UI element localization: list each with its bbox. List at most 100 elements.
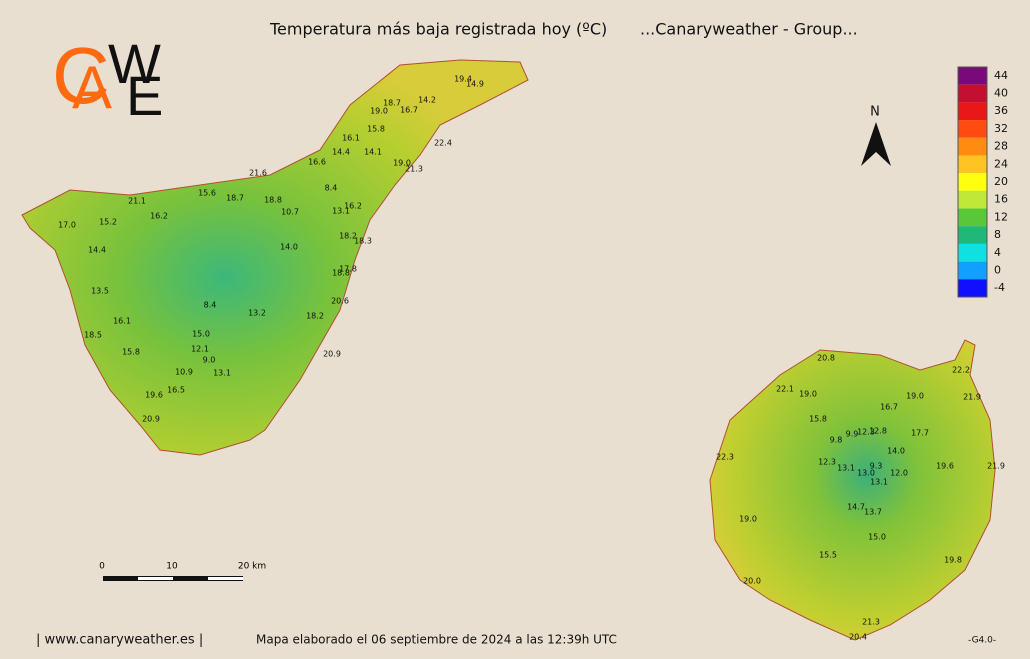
station-value: 18.2 [306,312,324,321]
station-value: 16.1 [342,134,360,143]
station-value: 17.7 [911,429,929,438]
station-value: 15.8 [809,415,827,424]
station-value: 14.0 [887,447,905,456]
scale-bar [208,577,243,580]
station-value: 12.1 [191,345,209,354]
station-value: 13.2 [248,309,266,318]
legend-swatch [958,120,987,138]
station-value: 13.1 [213,369,231,378]
subtitle: ...Canaryweather - Group... [640,20,858,39]
tenerife [21,59,529,456]
station-value: 14.4 [332,148,350,157]
station-value: 18.7 [383,99,401,108]
station-value: 21.1 [128,197,146,206]
logo-letter: W [108,32,161,95]
legend-swatch [958,137,987,156]
station-value: 20.0 [743,577,761,586]
station-value: 9.9 [846,430,859,439]
station-value: 21.6 [249,169,267,178]
gran-canaria [709,339,996,641]
station-value: 22.1 [776,385,794,394]
station-value: 19.0 [739,515,757,524]
station-value: 10.9 [175,368,193,377]
station-value: 19.0 [799,390,817,399]
station-value: 12.3 [818,458,836,467]
station-value: 21.3 [405,165,423,174]
station-value: 14.7 [847,503,865,512]
station-value: 14.0 [280,243,298,252]
station-value: 22.4 [434,139,452,148]
legend-swatch [958,208,987,227]
station-value: 10.7 [281,208,299,217]
station-value: 18.3 [354,237,372,246]
station-value: 14.1 [364,148,382,157]
legend-swatch [958,279,987,297]
station-value: 16.2 [150,212,168,221]
station-value: 21.9 [987,462,1005,471]
station-value: 17.0 [58,221,76,230]
station-value: 19.6 [936,462,954,471]
footer-site: | www.canaryweather.es | [36,633,203,648]
logo: C A W E [52,31,163,127]
station-value: 13.1 [837,464,855,473]
north-label: N [870,105,880,120]
north-arrow [861,122,891,166]
station-value: 17.8 [339,265,357,274]
station-value: 8.4 [325,184,338,193]
station-value: 15.0 [868,533,886,542]
station-value: 19.0 [370,107,388,116]
station-value: 20.6 [331,297,349,306]
legend-label: 4 [994,246,1001,259]
legend-swatch [958,84,987,103]
station-value: 12.0 [890,469,908,478]
station-value: 19.0 [906,392,924,401]
legend-swatch [958,243,987,262]
station-value: 8.4 [204,301,217,310]
station-value: 18.2 [339,232,357,241]
legend-label: 36 [994,104,1008,117]
station-value: 16.2 [344,202,362,211]
scale-label: 0 [99,562,105,572]
logo-letter: C [52,31,110,120]
title: Temperatura más baja registrada hoy (ºC) [269,20,607,39]
station-value: 13.5 [91,287,109,296]
station-value: 14.2 [418,96,436,105]
station-value: 19.6 [145,391,163,400]
stations: 19.414.9 18.7 14.2 19.0 16.7 15.8 22.4 16.1 14.4… [58,75,1005,642]
station-value: 13.1 [332,207,350,216]
station-value: 22.3 [716,453,734,462]
station-value: 20.4 [849,633,867,642]
scale-label: 20 km [238,562,266,572]
legend-label: -4 [994,281,1005,294]
legend-label: 12 [994,210,1008,223]
station-value: 9.8 [830,436,843,445]
station-value: 19.8 [944,556,962,565]
station-value: 15.8 [122,348,140,357]
station-value: 16.7 [400,106,418,115]
legend-swatch [958,155,987,174]
legend-swatch [958,190,987,209]
legend-frame [957,66,988,298]
station-value: 18.5 [84,331,102,340]
station-value: 21.9 [963,393,981,402]
station-value: 15.6 [198,189,216,198]
station-value: 16.6 [308,158,326,167]
station-value: 18.7 [226,194,244,203]
legend-label: 32 [994,122,1008,135]
scale-label: 10 [166,562,178,572]
legend-label: 20 [994,175,1008,188]
footer-version: -G4.0- [968,636,996,646]
station-value: 16.1 [113,317,131,326]
station-value: 12.8 [869,427,887,436]
legend-label: 44 [994,69,1008,82]
station-value: 14.4 [88,246,106,255]
station-value: 12.3 [857,428,875,437]
legend-label: 28 [994,140,1008,153]
footer-note: Mapa elaborado el 06 septiembre de 2024 … [256,633,617,647]
station-value: 18.8 [332,269,350,278]
legend-label: 40 [994,87,1008,100]
legend-swatch [958,67,987,85]
legend-label: 8 [994,228,1001,241]
